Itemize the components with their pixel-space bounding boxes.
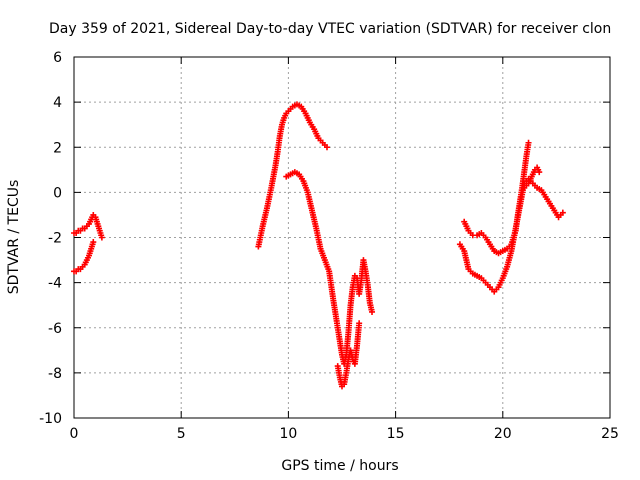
series-arc-4: [283, 169, 376, 367]
y-tick-label: -2: [48, 231, 62, 247]
data-point-marker: [356, 320, 363, 327]
x-tick-label: 20: [494, 426, 512, 442]
series-arc-1: [71, 211, 105, 241]
data-point-marker: [323, 144, 330, 151]
data-point-marker: [98, 234, 105, 241]
x-axis-label: GPS time / hours: [281, 458, 398, 474]
y-tick-label: 6: [53, 50, 62, 66]
data-point-marker: [369, 308, 376, 315]
x-tick-label: 5: [177, 426, 186, 442]
y-tick-label: -10: [39, 411, 62, 427]
series-arc-2: [71, 239, 97, 275]
x-tick-label: 25: [601, 426, 619, 442]
data-point-marker: [525, 139, 532, 146]
x-axis-ticks: 0 5 10 15 20 25: [70, 57, 619, 442]
x-tick-label: 10: [279, 426, 297, 442]
data-point-marker: [559, 209, 566, 216]
series-arc-8: [521, 164, 543, 191]
y-tick-label: 4: [53, 95, 62, 111]
series-group: [71, 101, 566, 390]
y-axis-label: SDTVAR / TECUs: [6, 180, 22, 295]
y-tick-label: -6: [48, 321, 62, 337]
y-tick-label: -4: [48, 276, 62, 292]
y-tick-label: 2: [53, 140, 62, 156]
y-tick-label: -8: [48, 366, 62, 382]
chart-title: Day 359 of 2021, Sidereal Day-to-day VTE…: [49, 21, 611, 37]
series-arc-5: [334, 320, 363, 390]
data-point-marker: [536, 169, 543, 176]
y-tick-label: 0: [53, 185, 62, 201]
series-arc-7: [456, 175, 566, 295]
data-point-marker: [90, 239, 97, 246]
y-axis-ticks: -10 -8 -6 -4 -2 0 2 4 6: [39, 50, 610, 427]
x-tick-label: 0: [70, 426, 79, 442]
series-arc-3: [255, 101, 330, 250]
x-tick-label: 15: [387, 426, 405, 442]
